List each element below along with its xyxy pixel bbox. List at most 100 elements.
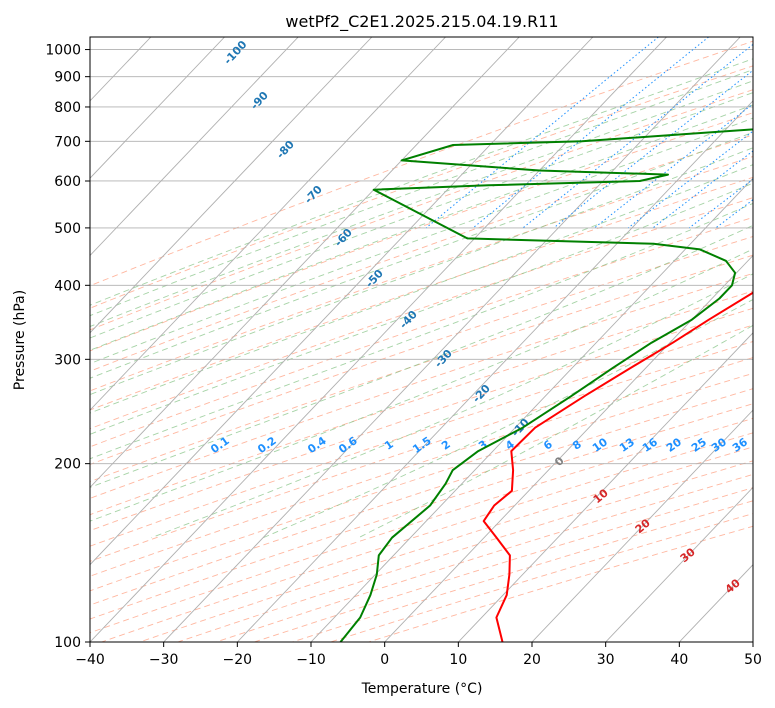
isotherm-label: -40 [397, 308, 420, 332]
isotherm-label: -20 [470, 382, 493, 406]
x-axis-label: Temperature (°C) [361, 681, 483, 697]
isotherm-label: -30 [432, 347, 455, 371]
x-tick-label: 50 [744, 652, 762, 668]
mixing-ratio-label: 1.5 [410, 434, 433, 456]
plot-area: 0.1 0.2 0.4 0.6 1 1.5 2 3 4 6 8 10 13 16 20 25 30 36-100-… [0, 37, 775, 642]
moist-adiabat [90, 58, 753, 306]
x-tick-label: 30 [597, 652, 615, 668]
isotherm-label: 0 [552, 454, 567, 469]
dry-adiabat [90, 307, 753, 532]
isotherm-line [384, 254, 753, 642]
mixing-ratio-line [755, 37, 775, 228]
plot-frame [89, 36, 754, 643]
dry-adiabat [90, 89, 753, 331]
isotherm-line [90, 37, 299, 257]
dewpoint-profile-line [339, 128, 753, 642]
y-tick-label: 1000 [45, 43, 81, 59]
dry-adiabat [90, 388, 753, 606]
y-tick-label: 600 [54, 174, 81, 190]
mixing-ratio-line [594, 103, 753, 229]
mixing-ratio-line [522, 43, 753, 229]
x-tick-label: −40 [75, 652, 105, 668]
mixing-ratio-line [472, 37, 709, 229]
mixing-ratio-label: 10 [590, 435, 610, 455]
moist-adiabat [358, 324, 753, 539]
mixing-ratio-label: 16 [640, 435, 660, 455]
mixing-ratio-label: 13 [617, 435, 637, 454]
mixing-ratio-label: 2 [439, 438, 453, 453]
moist-adiabat [90, 202, 753, 460]
isotherm-line [752, 641, 753, 642]
y-axis-label: Pressure (hPa) [12, 290, 28, 390]
moist-adiabats [90, 58, 753, 539]
y-tick-label: 900 [54, 70, 81, 86]
dry-adiabat [90, 372, 753, 592]
mixing-ratio-line [715, 199, 753, 229]
x-tick-label: −20 [223, 652, 253, 668]
moist-adiabat [90, 80, 753, 327]
dry-adiabat [90, 197, 753, 430]
isotherm-line [90, 37, 667, 642]
y-tick-label: 400 [54, 278, 81, 294]
isotherm-line [531, 409, 753, 642]
isotherm-label: -60 [332, 226, 355, 250]
isotherm-line [90, 37, 225, 179]
chart-title: wetPf2_C2E1.2025.215.04.19.R11 [285, 12, 558, 32]
mixing-ratio-label: 20 [664, 435, 684, 455]
moist-adiabat [90, 224, 753, 488]
dry-adiabat [90, 236, 753, 465]
profile-series [339, 128, 753, 642]
isotherm-label: -50 [363, 267, 386, 291]
isotherm-label: -10 [509, 416, 532, 440]
x-tick-label: 10 [449, 652, 467, 668]
isotherm-label: -100 [221, 38, 250, 67]
moist-adiabat [90, 104, 753, 351]
moist-adiabat [90, 164, 753, 414]
dry-adiabat [90, 65, 753, 309]
y-tick-label: 500 [54, 221, 81, 237]
moist-adiabat [90, 182, 753, 435]
y-tick-label: 800 [54, 100, 81, 116]
dry-adiabat-label: 10 [591, 486, 611, 506]
y-axis-ticks: 100 200 300 400 500 600 700 800 900 1000 [45, 43, 90, 651]
dry-adiabat [292, 500, 753, 642]
mixing-ratio-line [553, 69, 753, 229]
dry-adiabat [90, 290, 753, 516]
isotherm-line [458, 332, 753, 642]
x-tick-label: −30 [149, 652, 179, 668]
isotherm-line [90, 37, 446, 411]
mixing-ratio-label: 25 [689, 435, 709, 454]
moist-adiabat [90, 92, 753, 339]
moist-adiabat [90, 69, 753, 317]
moist-adiabat [90, 131, 753, 379]
mixing-ratio-line [425, 37, 659, 229]
y-tick-label: 700 [54, 134, 81, 150]
isotherm-line [90, 37, 373, 334]
x-tick-label: 0 [380, 652, 389, 668]
isotherm-line [237, 100, 753, 642]
x-axis-ticks: −40 −30 −20 −10 0 10 20 30 40 50 [75, 642, 762, 668]
isotherm-line [310, 177, 753, 642]
isotherm-line [0, 37, 4, 642]
isotherm-label: -70 [302, 183, 325, 207]
mixing-ratio-label: 36 [730, 435, 750, 455]
mixing-ratio-line [688, 178, 753, 229]
y-tick-label: 200 [54, 457, 81, 473]
mixing-ratio-label: 0.2 [255, 434, 278, 456]
x-tick-label: 20 [523, 652, 541, 668]
mixing-ratio-label: 0.4 [305, 434, 329, 456]
mixing-ratio-label: 8 [570, 438, 584, 453]
x-tick-label: 40 [670, 652, 688, 668]
x-tick-label: −10 [296, 652, 326, 668]
temperature-profile-line [482, 291, 753, 642]
dry-adiabat [90, 40, 753, 287]
isotherm-line [90, 37, 520, 489]
dry-adiabat [90, 341, 753, 562]
dry-adiabat [90, 417, 753, 634]
y-tick-label: 300 [54, 352, 81, 368]
isotherm-line [90, 37, 594, 566]
y-tick-label: 100 [54, 635, 81, 651]
isotherm-line [605, 486, 753, 642]
mixing-ratio-lines [425, 37, 775, 229]
